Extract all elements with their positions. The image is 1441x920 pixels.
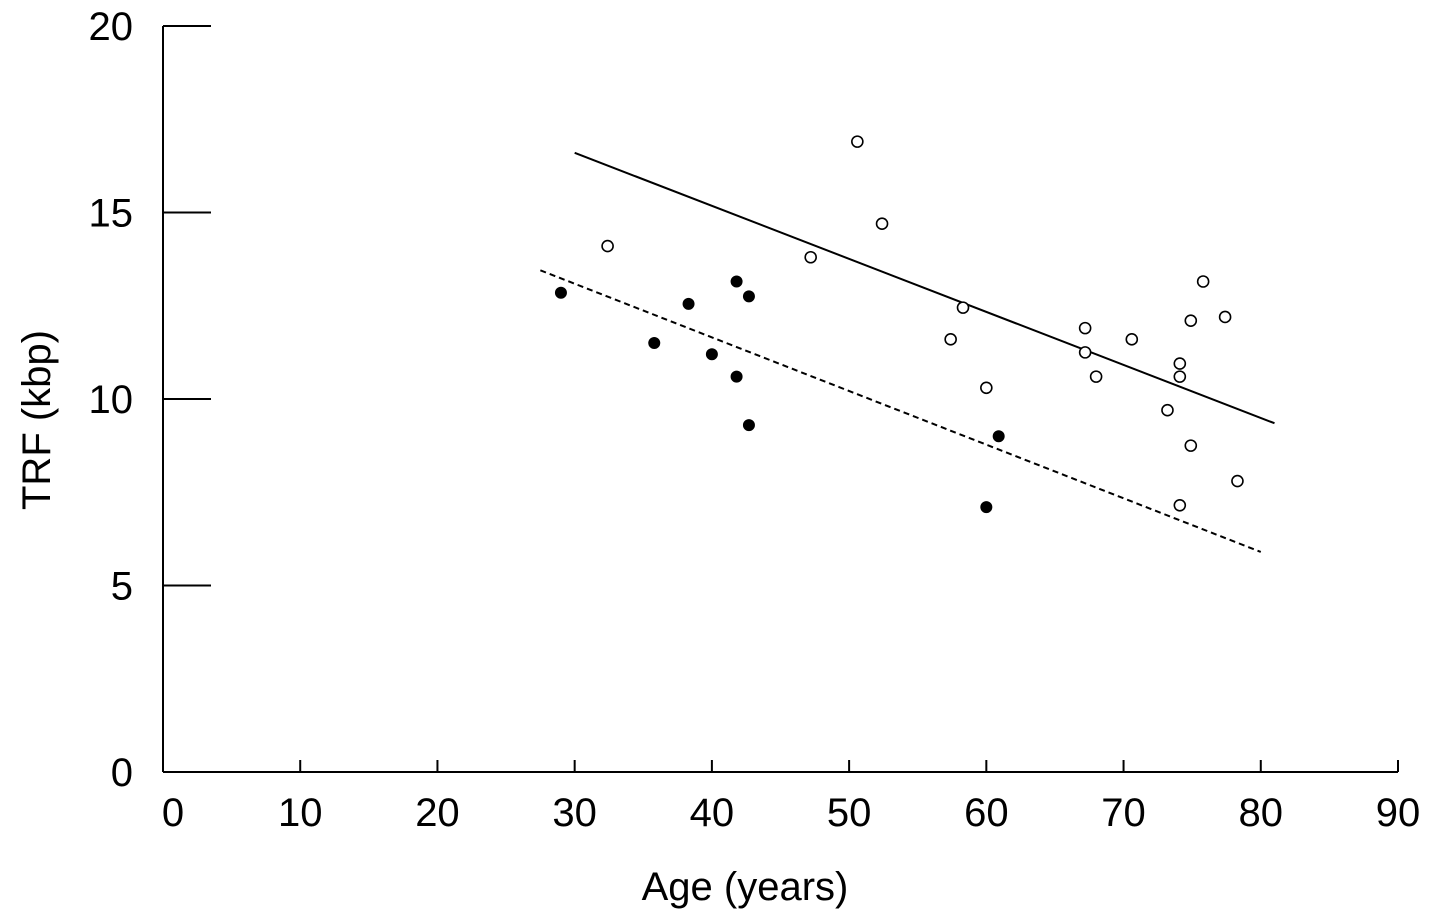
y-axis-title: TRF (kbp) [15,330,59,510]
data-point-open [804,250,817,264]
data-point-open [1078,346,1092,359]
data-point-filled [742,419,755,432]
trendline-solid [574,151,1275,425]
x-tick-label: 90 [1376,791,1421,835]
y-tick-label: 0 [111,751,133,795]
data-point-open [851,135,864,148]
data-point-open [1161,403,1174,417]
data-point-filled [554,286,567,299]
y-tick-label: 5 [111,565,133,609]
x-tick-label: 70 [1101,791,1146,835]
data-point-filled [742,290,755,303]
data-point-filled [730,275,743,288]
data-point-open [1089,370,1103,383]
data-point-open [1173,357,1187,370]
data-point-open [980,381,993,395]
x-tick-label: 20 [415,791,460,835]
data-point-open [1173,499,1187,512]
data-point-filled [992,430,1005,443]
y-tick-label: 10 [89,378,134,422]
x-axis-title: Age (years) [642,865,849,909]
x-tick-label: 80 [1239,791,1284,835]
x-tick-label: 60 [964,791,1009,835]
data-point-open [1218,310,1232,324]
data-point-open [1078,321,1092,335]
data-point-open [601,239,614,253]
y-tick-label: 20 [89,5,134,49]
data-point-open [1184,314,1198,327]
data-point-filled [980,501,993,514]
trendlines [539,151,1275,553]
data-point-open [1173,370,1187,383]
data-point-filled [705,348,718,361]
x-tick-label: 50 [827,791,872,835]
data-point-open [956,301,970,314]
x-tick-label: 40 [690,791,735,835]
y-tick-label: 15 [89,192,134,236]
x-tick-label: 0 [162,791,184,835]
data-points [554,135,1244,514]
data-point-open [1231,474,1244,488]
data-point-filled [648,337,661,350]
data-point-open [875,217,889,230]
trendline-dashed [539,269,1262,553]
data-point-filled [682,297,695,310]
data-point-filled [730,370,743,383]
data-point-open [1196,275,1210,288]
data-point-open [944,333,957,346]
x-tick-label: 10 [278,791,323,835]
x-tick-label: 30 [552,791,597,835]
data-point-open [1184,439,1198,452]
data-point-open [1125,333,1139,346]
axes: 0 5 10 15 20 0 10 20 30 40 50 60 70 80 90 [89,5,1421,835]
